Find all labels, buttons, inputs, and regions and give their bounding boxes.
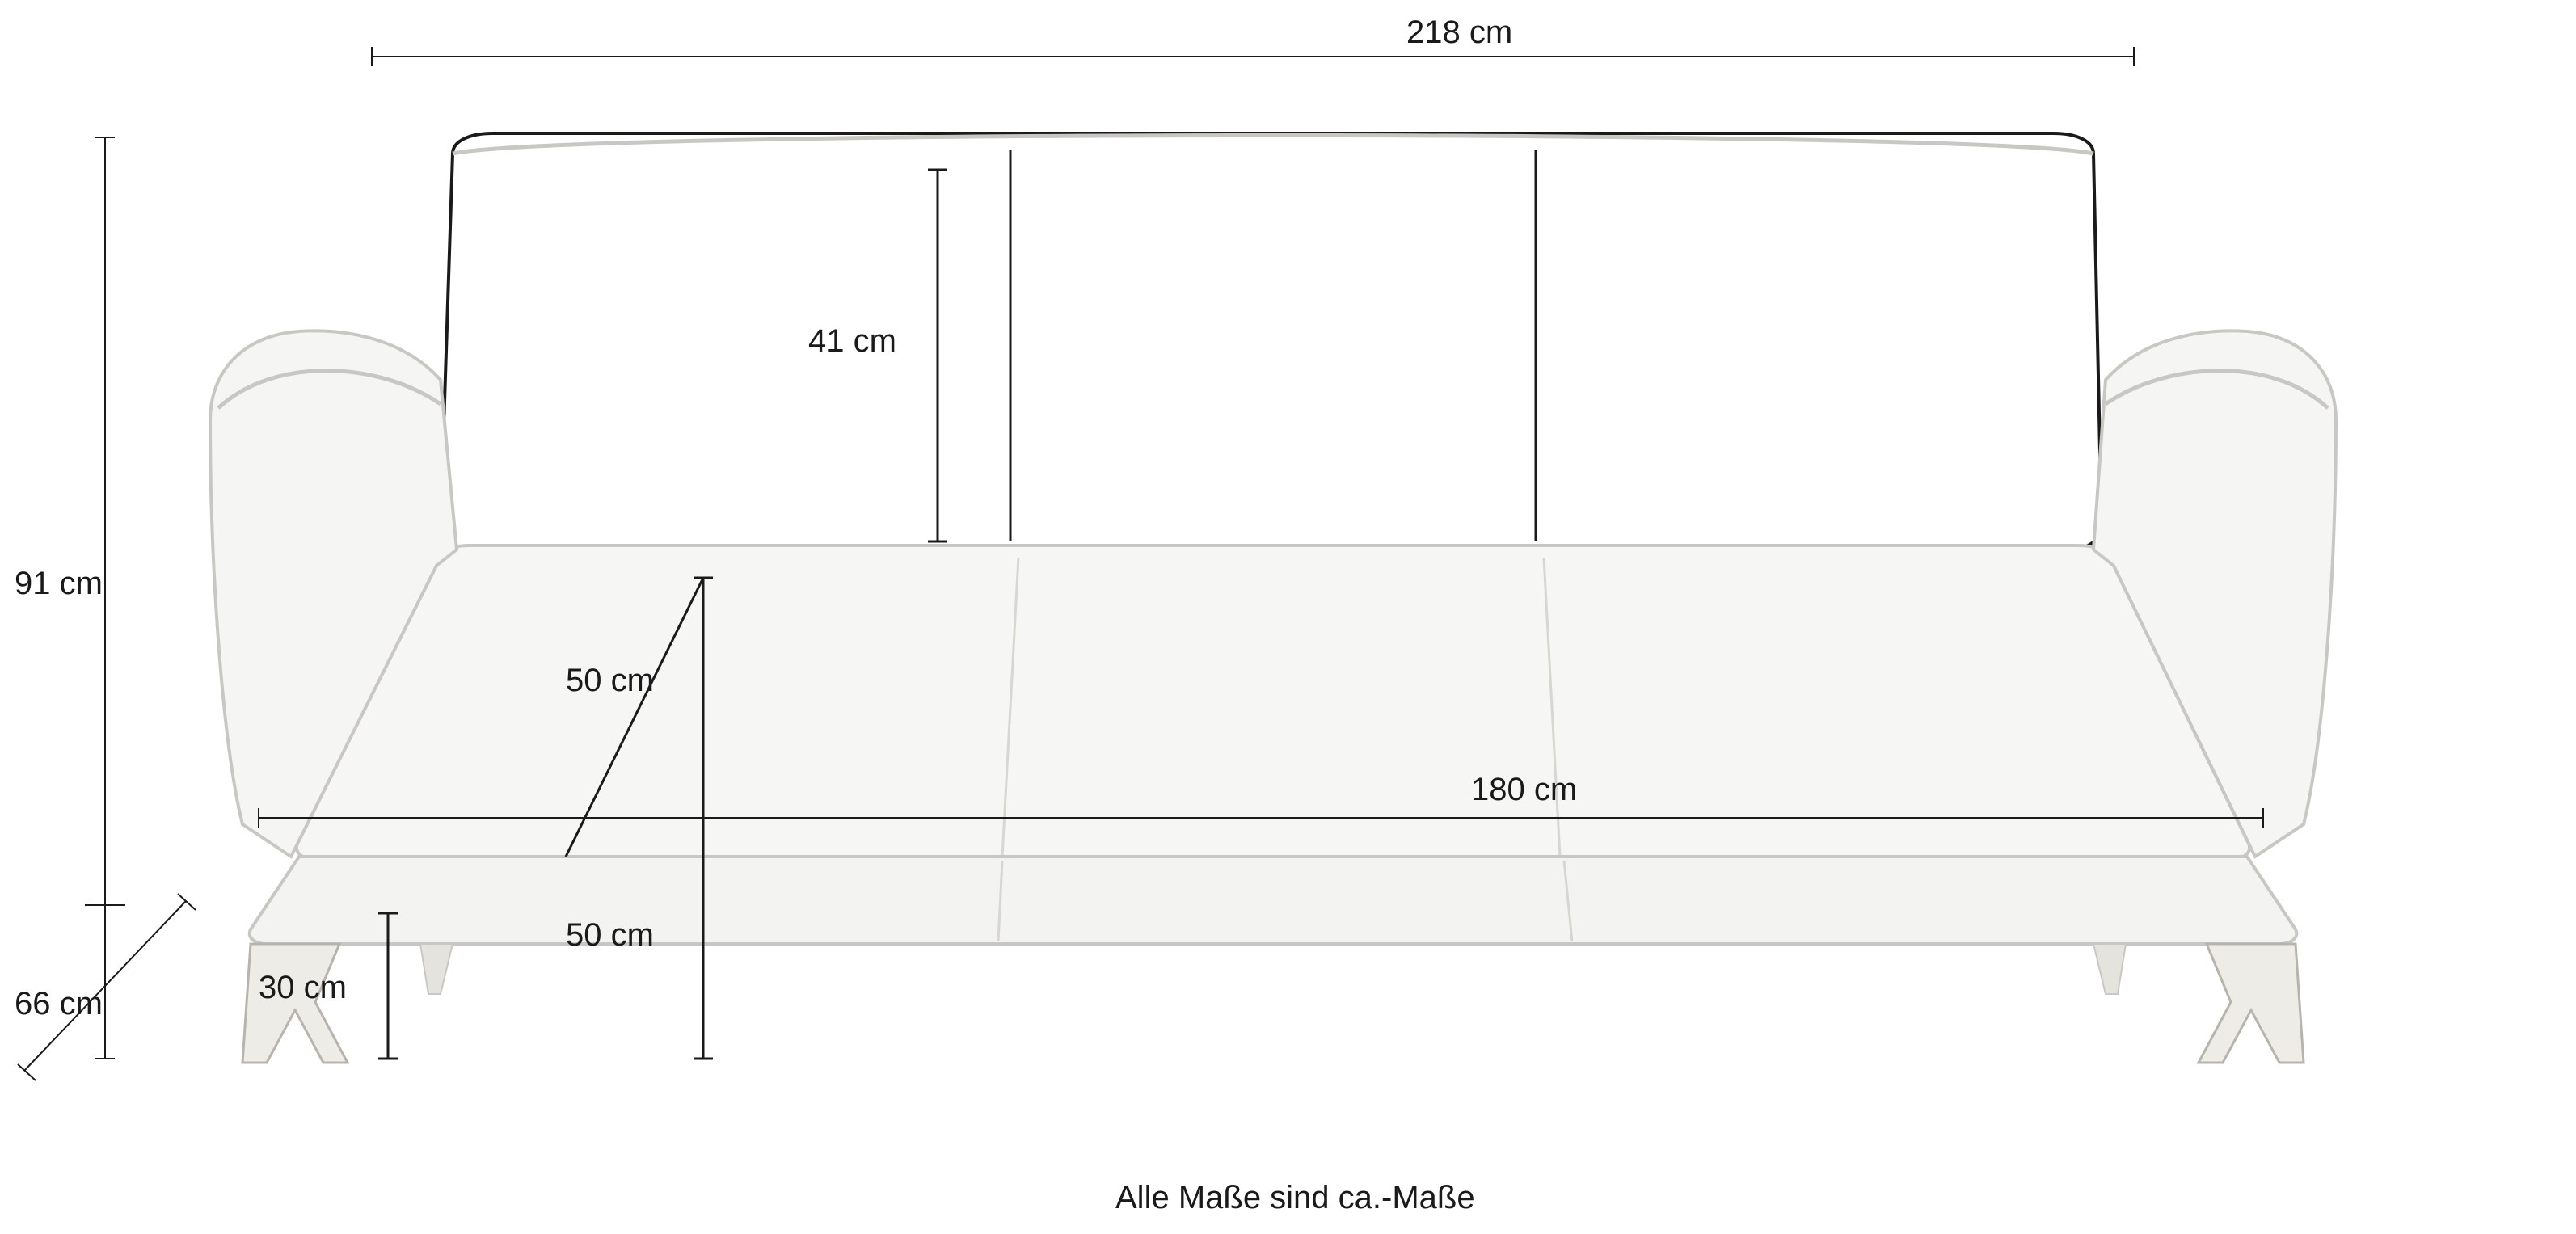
label-total-height: 91 cm	[15, 566, 103, 602]
label-legroom: 30 cm	[259, 970, 347, 1006]
label-seat-width: 180 cm	[1471, 772, 1577, 808]
footnote: Alle Maße sind ca.-Maße	[1115, 1180, 1475, 1216]
label-seat-height: 50 cm	[566, 917, 654, 954]
label-backrest: 41 cm	[808, 323, 896, 360]
label-depth: 66 cm	[15, 986, 103, 1022]
label-total-width: 218 cm	[1406, 15, 1512, 51]
diagram-stage: 218 cm 91 cm 66 cm 30 cm 50 cm 50 cm 41 …	[0, 0, 2576, 1234]
dimension-lines	[0, 0, 2576, 1234]
label-seat-depth: 50 cm	[566, 663, 654, 699]
